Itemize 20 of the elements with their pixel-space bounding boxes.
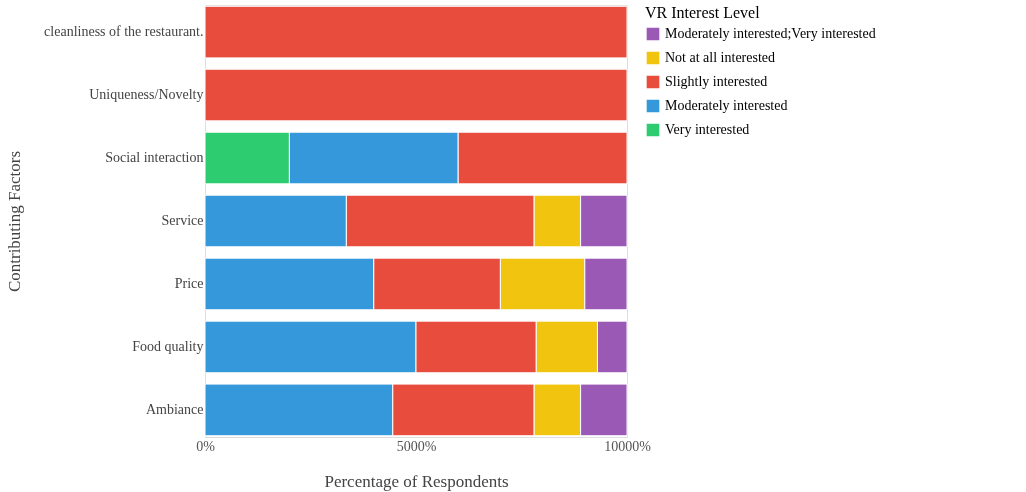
x-tick-label: 5000% — [396, 438, 437, 454]
legend-label: Moderately interested;Very interested — [665, 26, 876, 41]
legend-label: Not at all interested — [665, 50, 776, 65]
x-axis-title: Percentage of Respondents — [324, 471, 509, 491]
x-tick-label: 10000% — [604, 438, 652, 454]
bar — [204, 5, 628, 59]
legend-label: Slightly interested — [665, 74, 768, 89]
y-tick-label: Uniqueness/Novelty — [89, 87, 204, 103]
y-tick-label: Social interaction — [105, 150, 204, 166]
y-tick-label: Price — [174, 275, 204, 291]
y-axis-title: Contributing Factors — [5, 150, 25, 293]
y-tick-label: cleanliness of the restaurant. — [44, 24, 204, 40]
y-tick-label: Ambiance — [145, 401, 204, 417]
y-tick-label: Food quality — [132, 338, 204, 354]
bar — [204, 68, 628, 122]
legend-label: Very interested — [665, 122, 750, 137]
legend-title: VR Interest Level — [645, 4, 761, 21]
y-tick-label: Service — [161, 213, 204, 228]
x-tick-label: 0% — [196, 438, 216, 454]
legend-label: Moderately interested — [665, 98, 788, 113]
